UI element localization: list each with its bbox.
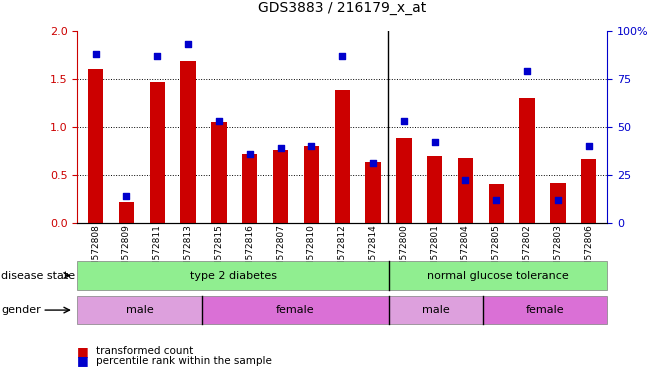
Point [213, 118, 224, 124]
Text: disease state: disease state [1, 270, 75, 281]
Text: percentile rank within the sample: percentile rank within the sample [96, 356, 272, 366]
Bar [396, 138, 411, 223]
Point [91, 51, 101, 57]
Bar [519, 98, 535, 223]
Bar [427, 156, 442, 223]
Point [275, 145, 286, 151]
Bar [581, 159, 597, 223]
Point [553, 197, 564, 203]
Text: type 2 diabetes: type 2 diabetes [190, 270, 276, 281]
Bar [88, 69, 103, 223]
Point [429, 139, 440, 145]
Text: male: male [422, 305, 450, 315]
Text: ■: ■ [77, 354, 89, 367]
Point [522, 68, 533, 74]
Point [306, 143, 317, 149]
Bar [273, 150, 289, 223]
Bar [365, 162, 380, 223]
Point [491, 197, 502, 203]
Point [337, 53, 348, 59]
Text: female: female [276, 305, 315, 315]
Bar [119, 202, 134, 223]
Bar [180, 61, 196, 223]
Point [121, 193, 132, 199]
Text: gender: gender [1, 305, 41, 315]
Bar [488, 184, 504, 223]
Bar [150, 82, 165, 223]
Text: male: male [125, 305, 154, 315]
Text: GDS3883 / 216179_x_at: GDS3883 / 216179_x_at [258, 2, 426, 15]
Text: normal glucose tolerance: normal glucose tolerance [427, 270, 569, 281]
Text: ■: ■ [77, 345, 89, 358]
Bar [550, 184, 566, 223]
Bar [458, 159, 473, 223]
Bar [211, 122, 227, 223]
Text: female: female [525, 305, 564, 315]
Point [152, 53, 162, 59]
Text: transformed count: transformed count [96, 346, 193, 356]
Point [183, 41, 193, 47]
Bar [242, 154, 258, 223]
Bar [304, 146, 319, 223]
Point [244, 151, 255, 157]
Point [368, 160, 378, 166]
Point [583, 143, 594, 149]
Point [399, 118, 409, 124]
Bar [335, 90, 350, 223]
Point [460, 177, 471, 184]
